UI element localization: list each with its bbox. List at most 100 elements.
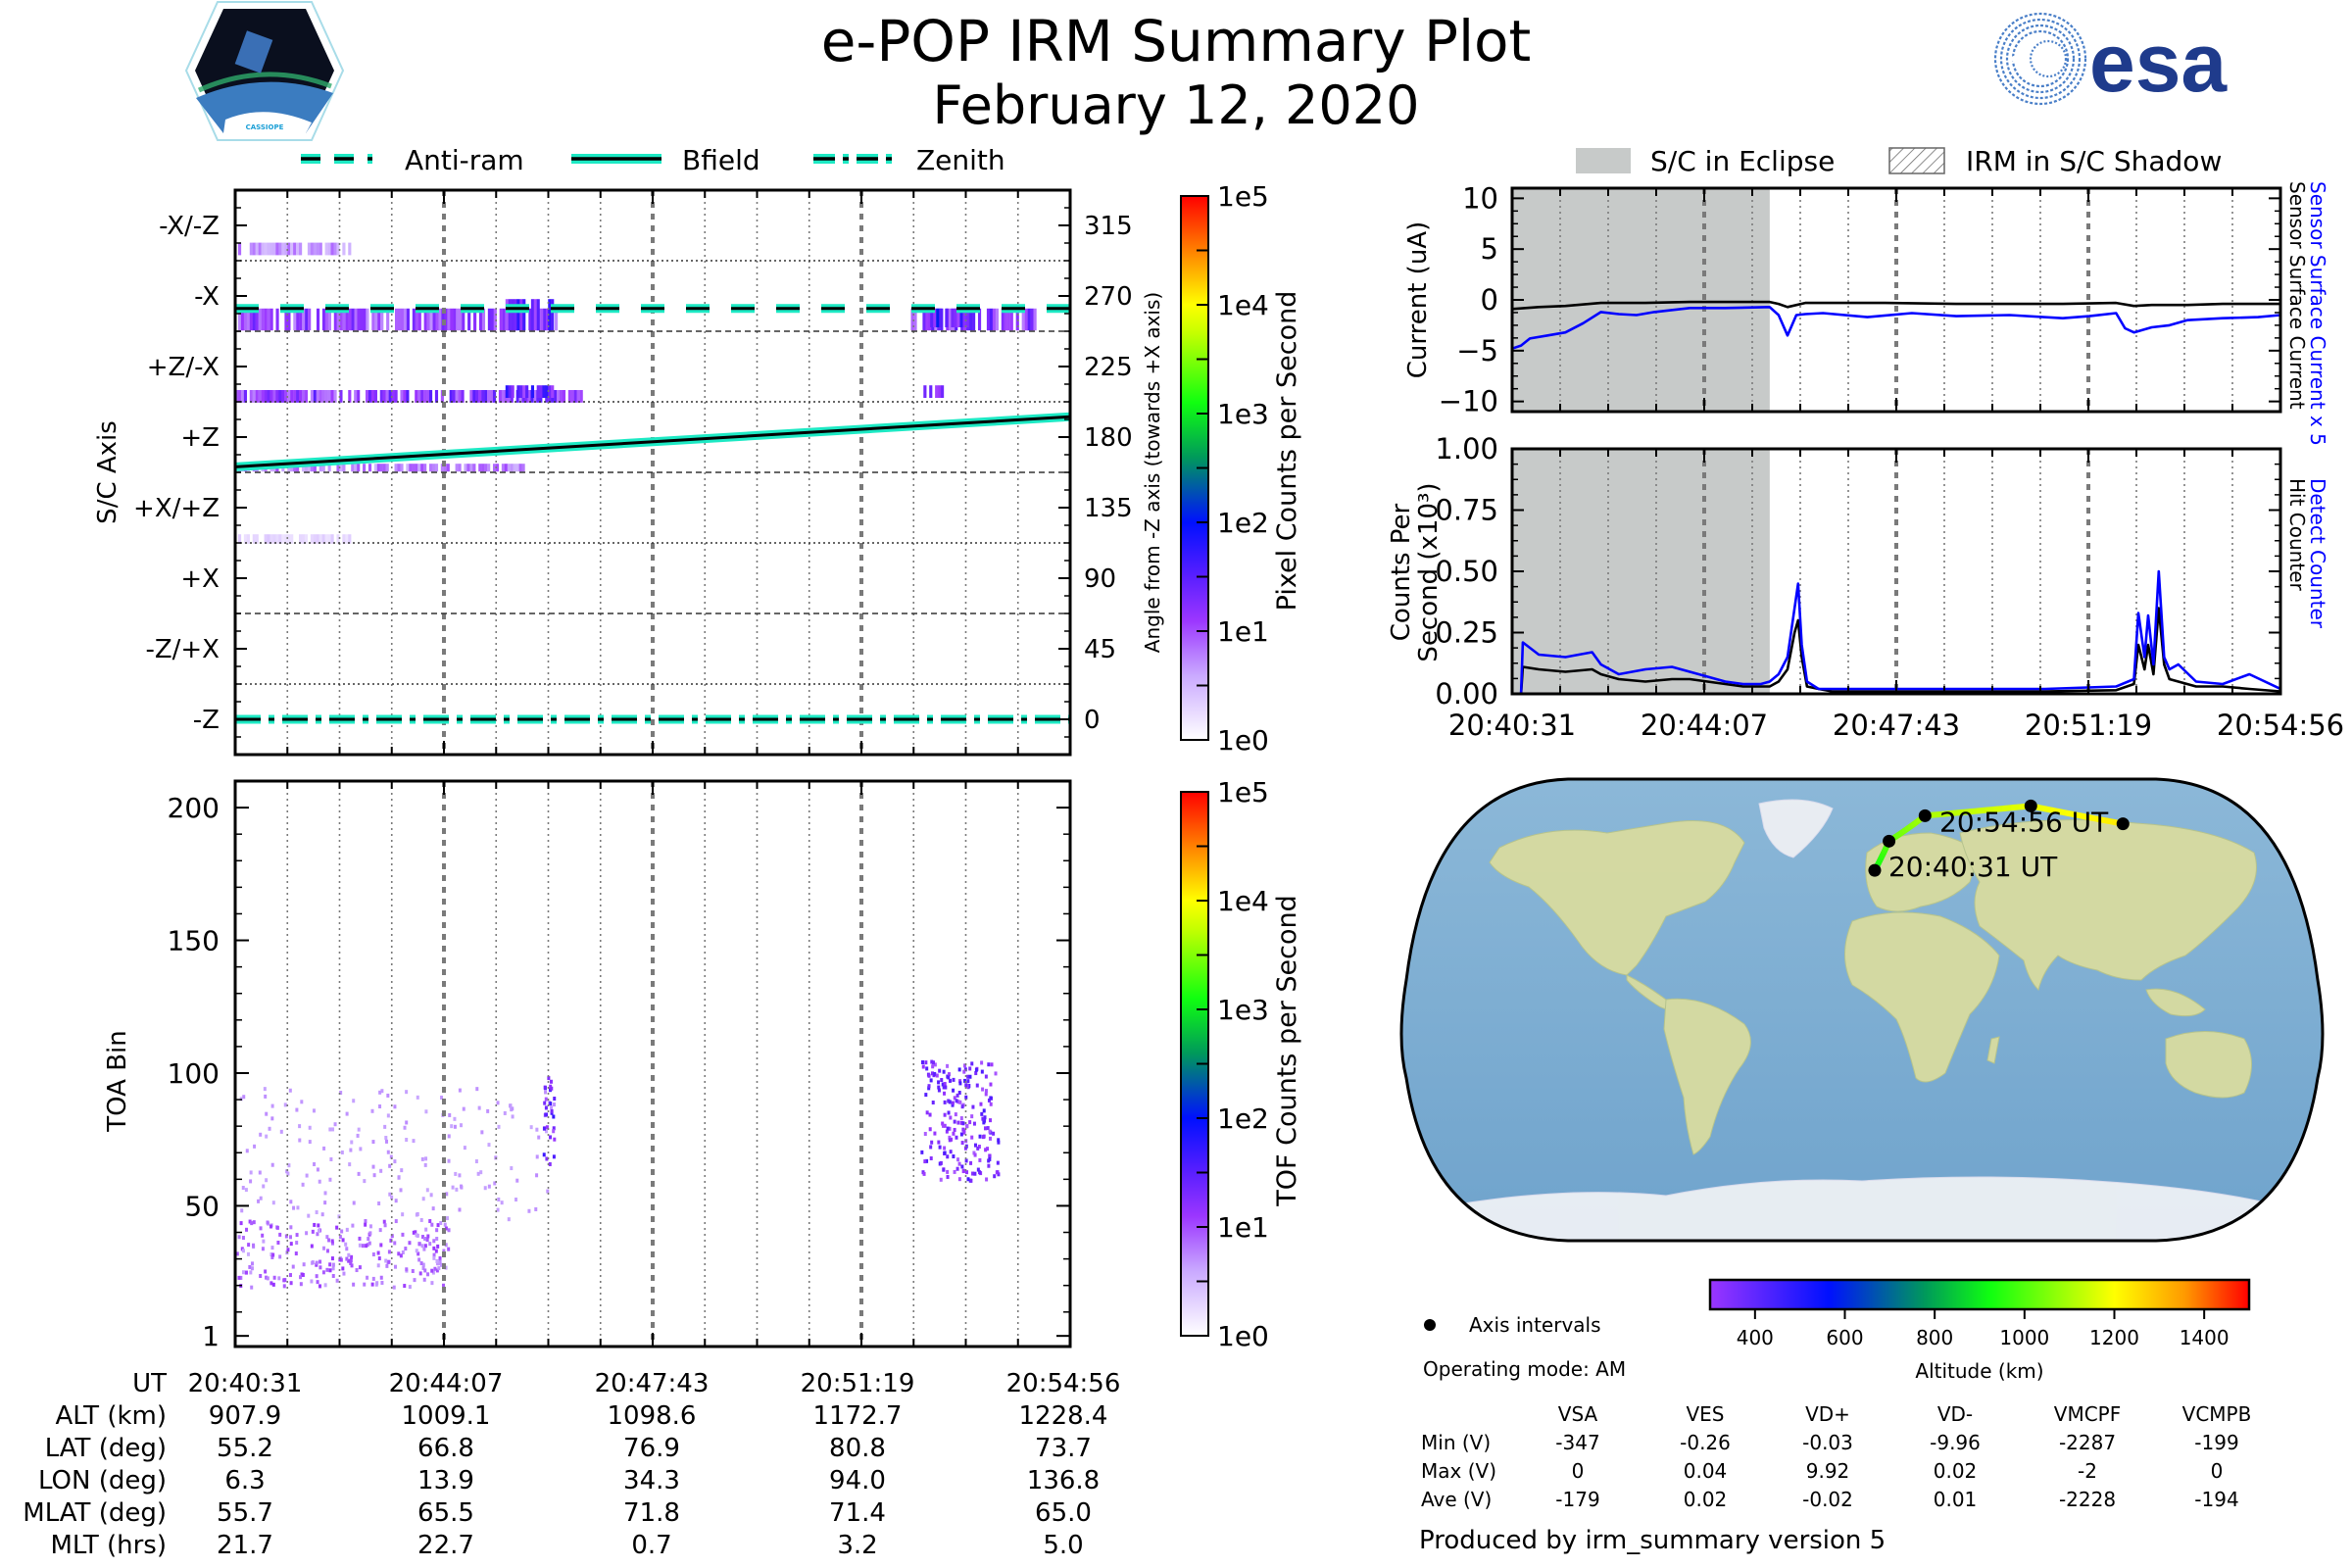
heatmap-cell [435,1237,439,1242]
heatmap-cell [979,1102,983,1106]
heatmap-cell [372,1173,376,1178]
heatmap-cell [453,308,457,331]
heatmap-cell [927,1084,931,1089]
heatmap-cell [941,1121,945,1126]
heatmap-cell [266,1220,270,1225]
heatmap-cell [959,1116,963,1121]
heatmap-cell [265,1275,269,1280]
heatmap-cell [982,1120,986,1125]
heatmap-cell [529,1125,533,1130]
heatmap-cell [475,390,479,403]
heatmap-cell [342,534,346,544]
heatmap-cell [333,242,337,256]
heatmap-cell [313,242,317,256]
heatmap-cell [237,390,242,403]
heatmap-cell [325,1235,329,1240]
heatmap-cell [426,1234,430,1239]
heatmap-cell [307,464,312,472]
heatmap-cell [947,1075,951,1080]
heatmap-cell [421,1262,425,1267]
heatmap-cell [989,1102,993,1106]
y-tick-label: 0.00 [1435,677,1498,710]
heatmap-cell [348,534,352,544]
heatmap-cell [460,1185,464,1190]
ephemeris-cell: 71.4 [829,1498,886,1528]
heatmap-cell [969,308,973,331]
heatmap-cell [425,1238,429,1243]
heatmap-cell [394,1219,398,1224]
heatmap-cell [431,1206,435,1211]
heatmap-cell [386,1150,390,1154]
heatmap-cell [522,385,526,398]
ephemeris-cell: 34.3 [623,1466,680,1495]
heatmap-cell [454,1171,458,1176]
heatmap-cell [249,390,253,403]
heatmap-cell [299,308,303,331]
heatmap-cell [379,1168,383,1173]
heatmap-cell [549,1135,553,1140]
heatmap-cell [318,1179,321,1184]
heatmap-cell [289,1242,293,1247]
ephemeris-cell: 71.8 [623,1498,680,1528]
heatmap-cell [282,1284,286,1289]
heatmap-cell [316,390,319,403]
heatmap-cell [264,242,268,256]
cassiope-caption: CASSIOPE [246,123,284,131]
asia [1959,819,2257,991]
heatmap-cell [453,1124,457,1129]
heatmap-cell [267,242,270,256]
heatmap-cell [370,1282,374,1287]
heatmap-cell [925,1158,929,1163]
heatmap-cell [335,1225,339,1230]
heatmap-cell [540,308,544,331]
voltage-cell: 9.92 [1806,1459,1850,1483]
axis-line-legend: Anti-ram Bfield Zenith [301,144,1005,176]
heatmap-cell [440,464,444,472]
heatmap-cell [295,1241,299,1246]
heatmap-cell [982,1108,986,1113]
heatmap-cell [379,390,383,403]
heatmap-cell [394,1199,398,1203]
heatmap-cell [514,299,517,331]
heatmap-cell [249,242,253,256]
heatmap-cell [264,534,268,544]
heatmap-cell [955,1135,958,1140]
angle-tick-label: 45 [1084,635,1116,664]
heatmap-cell [296,464,300,472]
heatmap-cell [380,1089,384,1094]
heatmap-cell [988,1153,992,1158]
heatmap-cell [275,534,279,544]
colorbar-tick-label: 1e2 [1217,507,1269,539]
heatmap-cell [415,464,418,472]
heatmap-cell [962,1128,966,1133]
heatmap-cell [264,1269,268,1274]
heatmap-cell [416,1095,419,1100]
heatmap-cell [246,308,251,331]
heatmap-cell [534,1206,538,1211]
heatmap-cell [300,1100,304,1104]
colorbar-tick-label: 1e3 [1217,994,1269,1026]
heatmap-cell [943,1112,947,1117]
heatmap-cell [399,1253,403,1258]
heatmap-cell [989,308,994,331]
heatmap-cell [974,1071,978,1076]
heatmap-cell [333,308,337,331]
heatmap-cell [327,464,331,472]
heatmap-cell [535,1154,539,1159]
heatmap-cell [937,1080,941,1085]
heatmap-cell [296,1205,300,1210]
heatmap-cell [335,1278,339,1283]
colorbar-tick-label: 1e5 [1217,776,1269,808]
heatmap-cell [923,385,927,398]
heatmap-cell [984,1092,988,1097]
x-tick-label: 20:40:31 [1448,709,1576,742]
heatmap-cell [327,534,331,544]
heatmap-cell [388,390,392,403]
heatmap-cell [943,1091,947,1096]
heatmap-cell [406,308,411,331]
heatmap-cell [449,390,453,403]
heatmap-cell [282,1278,286,1283]
heatmap-cell [1006,308,1010,331]
heatmap-cell [415,308,418,331]
ephemeris-cell: 1172.7 [813,1401,903,1431]
